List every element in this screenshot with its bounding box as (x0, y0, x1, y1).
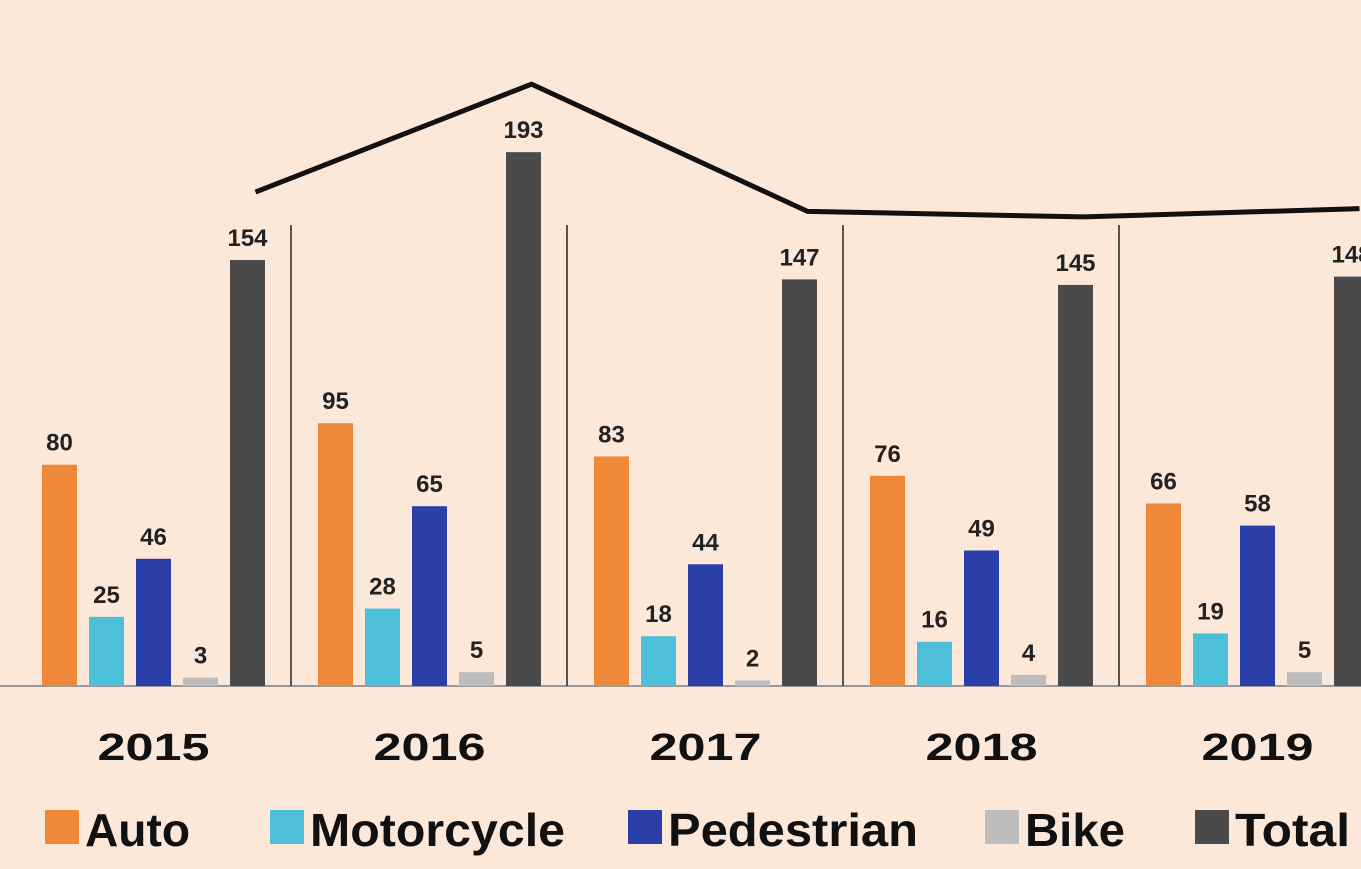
value-label: 16 (921, 607, 948, 634)
legend-label: Motorcycle (310, 804, 565, 856)
value-label: 25 (93, 582, 120, 609)
bar (594, 456, 629, 686)
value-label: 80 (46, 430, 73, 457)
bar (1287, 672, 1322, 686)
legend-swatch (45, 810, 79, 844)
bar (688, 564, 723, 686)
value-label: 147 (779, 244, 819, 271)
value-label: 19 (1197, 598, 1224, 625)
legend-label: Pedestrian (668, 804, 918, 856)
value-label: 5 (1298, 637, 1311, 664)
bar (1334, 276, 1361, 686)
bar (506, 152, 541, 687)
value-label: 193 (503, 117, 543, 144)
bar (1146, 503, 1181, 686)
value-label: 3 (194, 643, 207, 670)
bar (412, 506, 447, 686)
value-label: 83 (598, 421, 625, 448)
x-tick-label: 2019 (1202, 727, 1314, 769)
value-label: 44 (692, 529, 719, 556)
bar (459, 672, 494, 686)
bar (42, 464, 77, 686)
x-tick-label: 2018 (926, 727, 1038, 769)
bar (782, 279, 817, 686)
legend-swatch (985, 810, 1019, 844)
bar (1058, 284, 1093, 686)
bar (183, 677, 218, 686)
value-label: 65 (416, 471, 443, 498)
value-label: 4 (1022, 640, 1036, 667)
legend-label: Total (1235, 804, 1350, 856)
legend-swatch (270, 810, 304, 844)
value-label: 46 (140, 524, 167, 551)
value-label: 2 (746, 645, 759, 672)
legend-swatch (628, 810, 662, 844)
legend-swatch (1195, 810, 1229, 844)
x-tick-label: 2017 (650, 727, 762, 769)
value-label: 28 (369, 574, 396, 601)
value-label: 18 (645, 601, 672, 628)
value-label: 95 (322, 388, 349, 415)
bar (1240, 525, 1275, 686)
legend-label: Bike (1025, 804, 1125, 856)
bar (870, 475, 905, 686)
value-label: 5 (470, 637, 483, 664)
x-tick-label: 2016 (374, 727, 486, 769)
bar (318, 423, 353, 686)
value-label: 49 (968, 515, 995, 542)
bar (136, 558, 171, 686)
bar (964, 550, 999, 686)
value-label: 154 (227, 225, 268, 252)
bar (1011, 674, 1046, 686)
bar (365, 608, 400, 686)
bar (641, 636, 676, 686)
value-label: 76 (874, 441, 901, 468)
x-tick-label: 2015 (98, 727, 210, 769)
value-label: 58 (1244, 491, 1271, 518)
total-line (254, 81, 1360, 220)
bar (1193, 633, 1228, 686)
value-label: 66 (1150, 468, 1177, 495)
bar (230, 260, 265, 686)
legend-label: Auto (85, 804, 190, 856)
bar (735, 680, 770, 686)
bar (89, 616, 124, 686)
value-label: 148 (1331, 242, 1361, 269)
value-label: 145 (1055, 250, 1095, 277)
bar (917, 641, 952, 686)
